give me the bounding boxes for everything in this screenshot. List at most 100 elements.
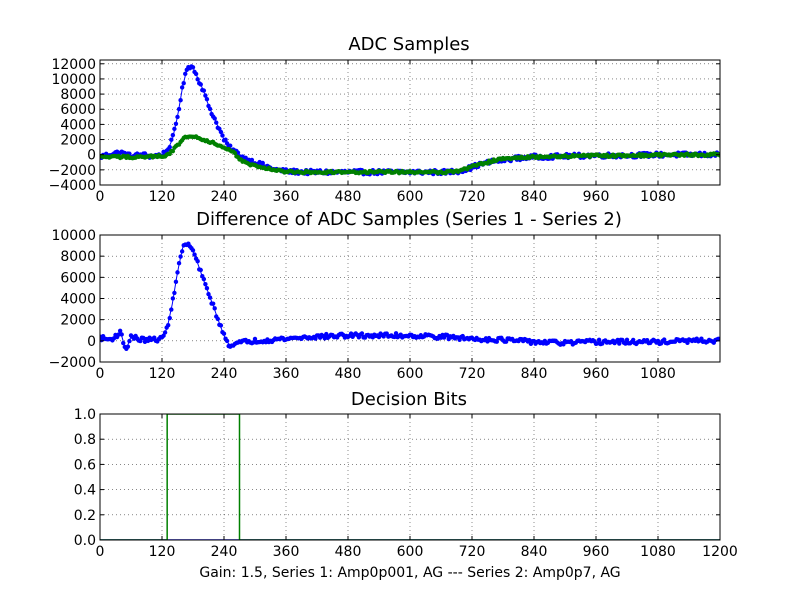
x-tick-label: 0: [96, 366, 105, 382]
x-tick-label: 120: [149, 366, 176, 382]
y-tick-label: 10000: [51, 228, 96, 244]
y-tick-label: 6000: [60, 102, 96, 118]
x-tick-label: 120: [149, 544, 176, 560]
series-1-point: [503, 339, 509, 344]
adc-samples-frame: [99, 59, 721, 186]
series-1-point: [167, 144, 172, 150]
series-1-point: [685, 340, 690, 346]
x-tick-label: 240: [211, 189, 238, 205]
footer-caption: Gain: 1.5, Series 1: Amp0p001, AG --- Se…: [199, 565, 620, 581]
series-1-point: [193, 71, 199, 77]
x-tick-label: 360: [273, 189, 300, 205]
series-1-point: [183, 71, 188, 77]
series-1-point: [252, 336, 258, 342]
x-tick-label: 480: [335, 189, 362, 205]
series-1-point: [615, 337, 620, 343]
series-1-point: [127, 338, 132, 344]
series-1-point: [119, 332, 124, 337]
x-tick-label: 720: [459, 366, 486, 382]
series-1-point: [175, 114, 180, 120]
series-1-point: [218, 129, 224, 135]
series-1-point: [662, 337, 667, 342]
series-1-point: [220, 133, 225, 138]
difference-title: Difference of ADC Samples (Series 1 - Se…: [196, 209, 622, 230]
series-1-point: [206, 291, 211, 297]
series-1-point: [176, 106, 182, 112]
series-1-point: [198, 267, 203, 273]
series-1-point: [214, 120, 219, 125]
y-tick-label: −4000: [49, 178, 96, 194]
x-tick-label: 240: [211, 366, 238, 382]
series-1-point: [195, 77, 200, 82]
x-tick-label: 600: [397, 189, 424, 205]
series-1-point: [179, 85, 185, 90]
series-1-point: [166, 323, 171, 328]
series-1-point: [201, 88, 207, 93]
series-1-point: [203, 281, 208, 287]
x-tick-label: 960: [583, 544, 610, 560]
x-tick-label: 480: [335, 366, 362, 382]
y-tick-label: 4000: [60, 117, 96, 133]
series-1-point: [125, 344, 131, 349]
series-1-point: [624, 337, 630, 343]
series-1-point: [224, 338, 230, 344]
series-1-point: [207, 295, 213, 300]
series-1-point: [201, 276, 207, 282]
series-1-point: [190, 65, 196, 70]
x-tick-label: 1080: [640, 189, 676, 205]
series-1-point: [172, 290, 177, 296]
difference-panel: Difference of ADC Samples (Series 1 - Se…: [49, 209, 721, 382]
series-1-point: [223, 137, 228, 142]
series-1-point: [221, 331, 227, 336]
series-1-point: [181, 81, 186, 86]
x-tick-label: 720: [459, 544, 486, 560]
series-1-point: [494, 339, 499, 344]
series-1-point: [173, 121, 179, 127]
x-tick-label: 1200: [702, 544, 738, 560]
x-tick-label: 960: [583, 189, 610, 205]
x-tick-label: 480: [335, 544, 362, 560]
decision-bits-panel: Decision Bits 0 120 240 360 480 600 720 840 960 1…: [74, 389, 738, 560]
series-1-point: [393, 331, 399, 336]
x-tick-label: 1080: [640, 544, 676, 560]
x-tick-label: 840: [521, 189, 548, 205]
y-tick-label: 2000: [60, 313, 96, 329]
series-1-point: [324, 331, 329, 337]
series-1-point: [218, 323, 224, 328]
y-tick-label: 2000: [60, 133, 96, 149]
series-1-point: [212, 116, 217, 121]
series-2-point: [232, 150, 238, 156]
y-tick-label: 0: [87, 334, 96, 350]
series-1-point: [212, 306, 217, 311]
series-1-point: [116, 332, 121, 337]
series-1-point: [251, 340, 256, 345]
series-1-point: [207, 106, 213, 112]
series-1-point: [169, 307, 174, 312]
series-1-point: [210, 301, 216, 306]
series-1-point: [170, 132, 176, 138]
adc-samples-title: ADC Samples: [348, 34, 469, 55]
y-tick-label: 0.8: [74, 432, 96, 448]
x-tick-label: 600: [397, 366, 424, 382]
x-tick-label: 840: [521, 366, 548, 382]
y-tick-label: 0.0: [74, 533, 96, 549]
y-tick-label: 0.4: [74, 483, 96, 499]
y-tick-label: 0: [87, 148, 96, 164]
series-2-line: [100, 414, 720, 540]
series-1-point: [138, 338, 143, 344]
x-tick-label: 0: [96, 544, 105, 560]
x-tick-label: 960: [583, 366, 610, 382]
y-tick-label: 10000: [51, 72, 96, 88]
series-1-point: [215, 316, 220, 322]
y-tick-label: 8000: [60, 87, 96, 103]
decision-bits-title: Decision Bits: [351, 389, 467, 410]
y-tick-label: −2000: [49, 163, 96, 179]
series-1-point: [162, 330, 168, 335]
y-tick-label: 4000: [60, 292, 96, 308]
y-tick-label: −2000: [49, 355, 96, 371]
series-1-point: [121, 340, 126, 346]
series-1-point: [198, 82, 203, 87]
series-2-point: [170, 148, 176, 154]
series-1-point: [204, 96, 210, 102]
y-tick-label: 0.6: [74, 457, 96, 473]
